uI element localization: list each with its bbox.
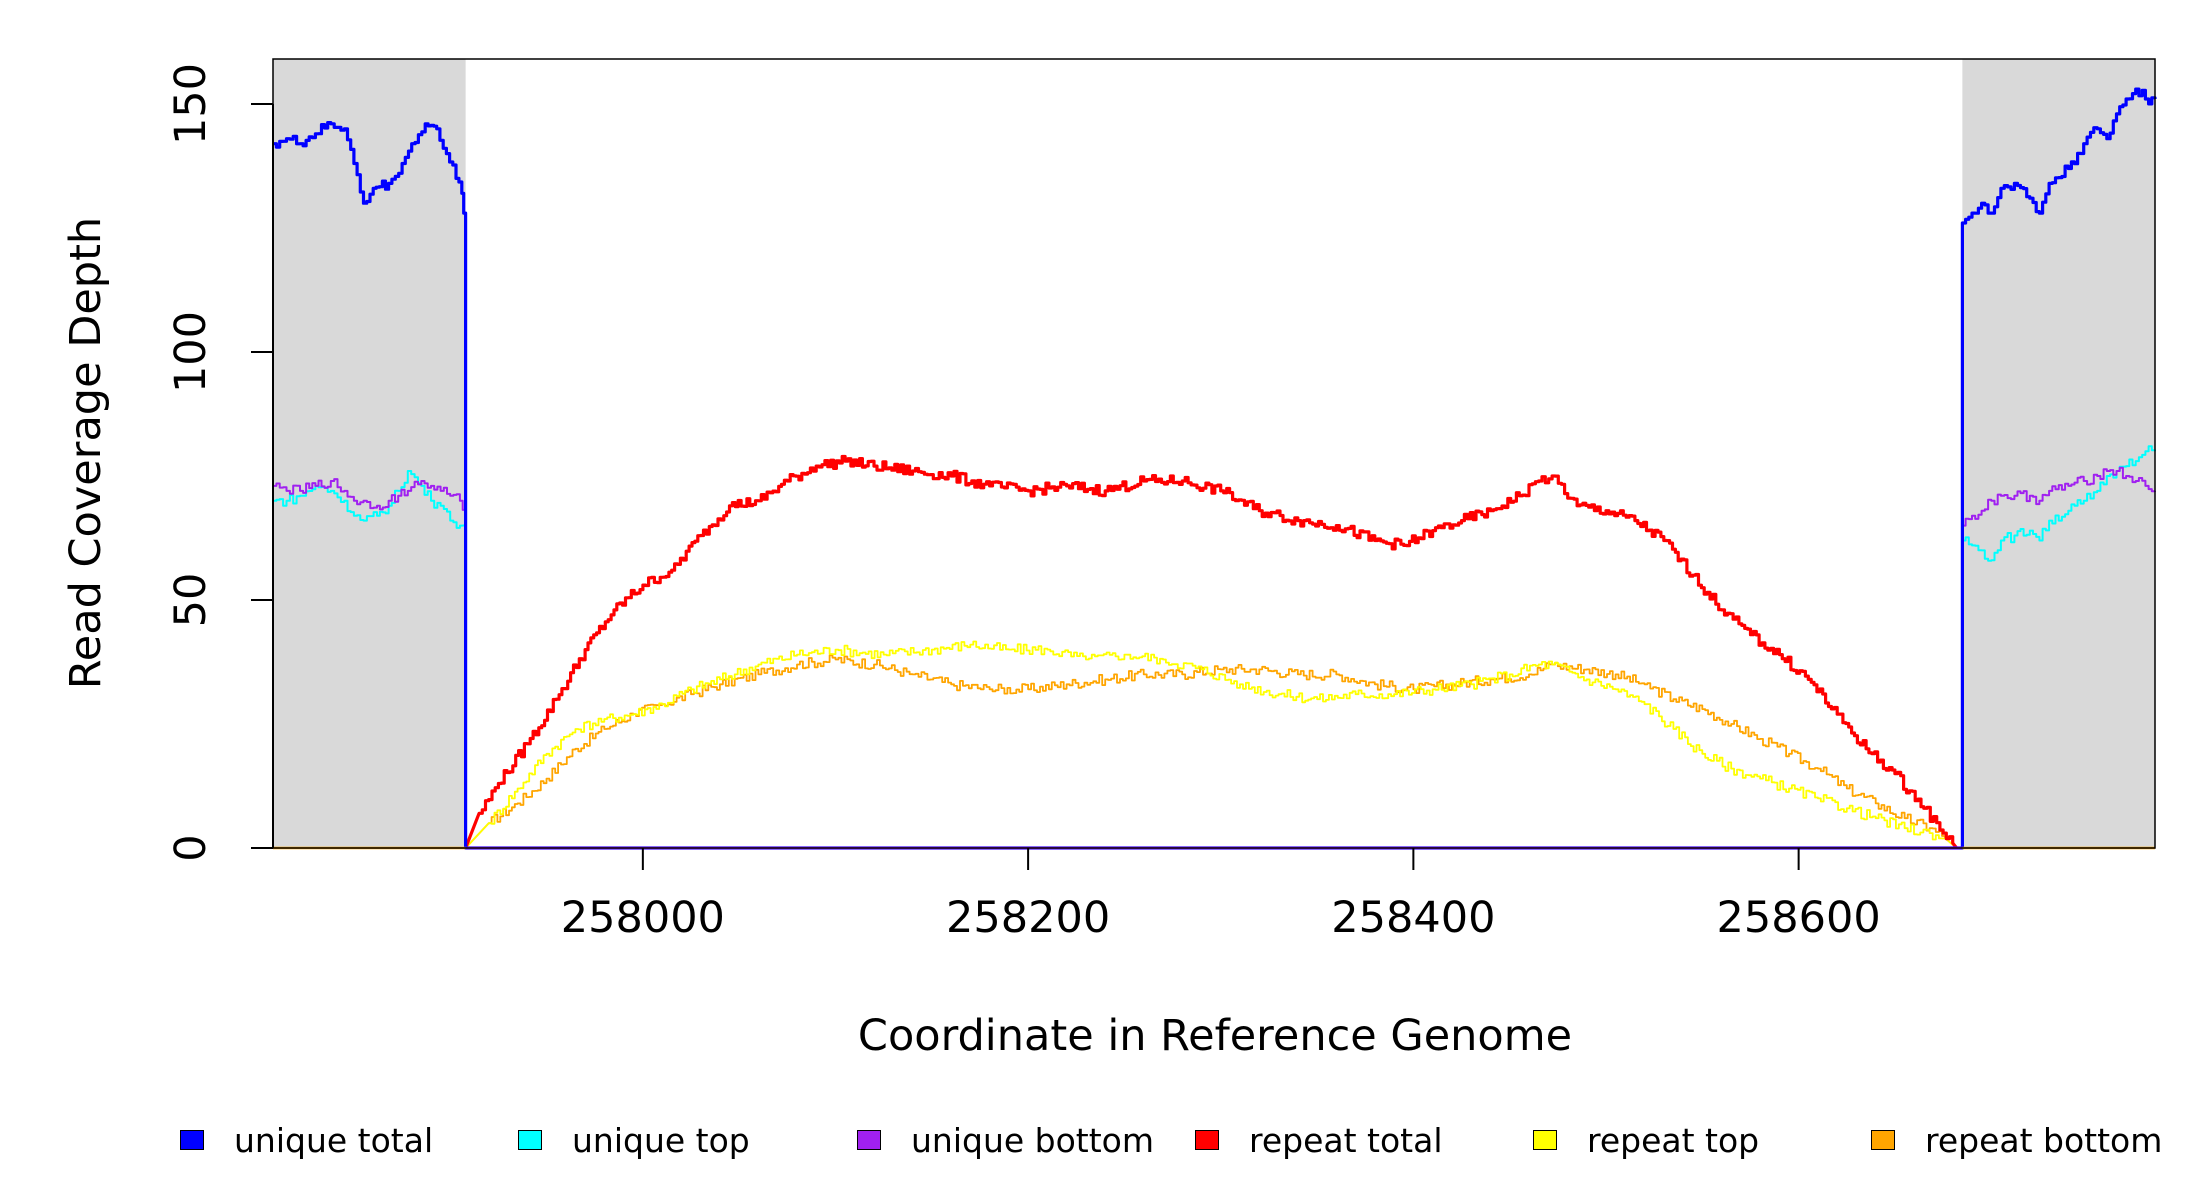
x-tick-label-258400: 258400 [1331,893,1495,943]
legend-item-repeat-top: repeat top [1533,1110,1759,1170]
legend-label: repeat bottom [1925,1120,2163,1160]
legend-swatch [518,1130,542,1150]
y-tick-label-50: 50 [166,573,216,628]
y-axis-label: Read Coverage Depth [61,217,111,689]
chart-legend: unique total unique top unique bottom repea… [0,1110,2200,1170]
legend-item-repeat-bottom: repeat bottom [1871,1110,2162,1170]
y-tick-label-0: 0 [166,834,216,861]
series-unique-total [273,87,2157,850]
plot-frame [272,58,2156,849]
legend-label: unique total [234,1120,434,1160]
x-axis: 258000 258200 258400 258600 [561,848,1881,943]
legend-swatch [1871,1130,1895,1150]
legend-swatch [1533,1130,1557,1150]
legend-swatch [1195,1130,1219,1150]
y-axis: 0 50 100 150 [166,63,274,862]
legend-label: repeat total [1249,1120,1443,1160]
series-repeat-bottom [464,654,1958,849]
legend-item-unique-bottom: unique bottom [857,1110,1154,1170]
x-tick-label-258200: 258200 [946,893,1110,943]
legend-item-unique-top: unique top [518,1110,750,1170]
flank-shading [273,59,2155,848]
x-tick-label-258000: 258000 [561,893,725,943]
legend-swatch [857,1130,881,1150]
y-tick-label-100: 100 [166,311,216,393]
legend-label: unique top [572,1120,750,1160]
legend-label: repeat top [1587,1120,1760,1160]
series-unique-top [273,445,2156,849]
flank-shade-2 [1962,59,2155,848]
legend-item-repeat-total: repeat total [1195,1110,1443,1170]
series-layer [273,87,2157,850]
series-unique-bottom [273,466,2156,849]
legend-swatch [180,1130,204,1150]
legend-item-unique-total: unique total [180,1110,433,1170]
x-axis-label: Coordinate in Reference Genome [858,1011,1572,1061]
flank-shade-1 [273,59,466,848]
series-repeat-total [464,454,1958,849]
x-tick-label-258600: 258600 [1717,893,1881,943]
y-tick-label-150: 150 [166,63,216,145]
series-repeat-top [464,640,1958,849]
legend-label: unique bottom [911,1120,1155,1160]
